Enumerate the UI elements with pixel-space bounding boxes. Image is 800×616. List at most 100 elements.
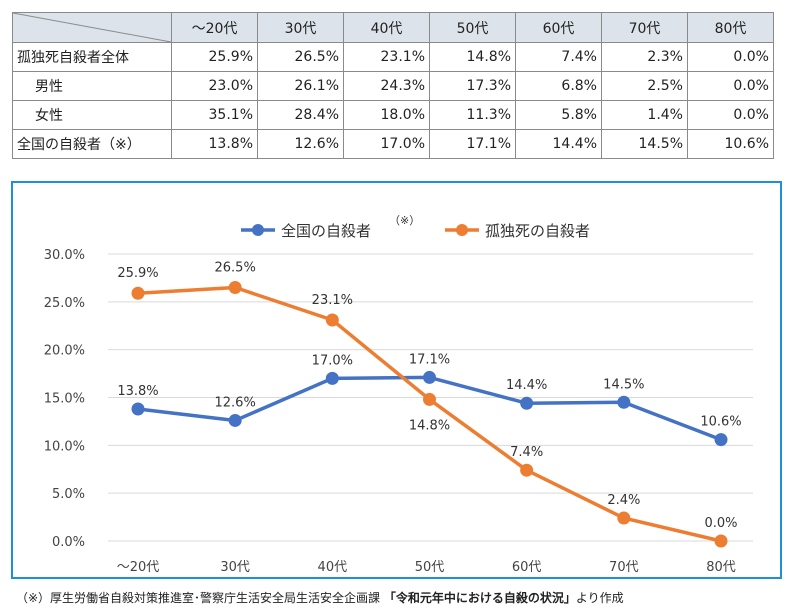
- data-point: [714, 433, 728, 447]
- chart-frame: 0.0% 5.0% 10.0% 15.0% 20.0% 25.0% 30.0% 〜20代 30代…: [11, 181, 782, 579]
- table-cell: 1.4%: [601, 100, 688, 130]
- table-cell: 18.0%: [343, 100, 430, 130]
- col-header: 60代: [515, 12, 602, 43]
- table-cell: 5.8%: [515, 100, 602, 130]
- table-cell: 11.3%: [429, 100, 516, 130]
- x-tick-label: 60代: [512, 560, 542, 575]
- row-label: 孤独死自殺者全体: [12, 42, 172, 72]
- data-label: 14.5%: [603, 377, 644, 392]
- y-tick-label: 25.0%: [44, 296, 85, 311]
- legend-label-lonely-death: 孤独死の自殺者: [485, 222, 590, 240]
- col-header: 30代: [257, 12, 344, 43]
- y-tick-label: 30.0%: [44, 248, 85, 263]
- table-cell: 35.1%: [171, 100, 258, 130]
- data-label: 7.4%: [510, 445, 543, 460]
- legend-label-national: 全国の自殺者: [281, 222, 371, 240]
- row-label: 全国の自殺者（※）: [12, 129, 172, 159]
- legend-note: （※）: [389, 214, 420, 227]
- table-cell: 17.0%: [343, 129, 430, 159]
- data-point: [617, 395, 631, 409]
- data-label: 10.6%: [700, 415, 741, 430]
- data-label: 25.9%: [117, 266, 158, 281]
- x-tick-label: 30代: [220, 560, 250, 575]
- data-point: [520, 396, 534, 410]
- table-cell: 14.4%: [515, 129, 602, 159]
- y-tick-label: 15.0%: [44, 392, 85, 407]
- table-cell: 0.0%: [687, 42, 774, 72]
- corner-diagonal: [13, 13, 171, 42]
- data-label: 0.0%: [704, 516, 737, 531]
- table-row: 全国の自殺者（※） 13.8% 12.6% 17.0% 17.1% 14.4% 14.5% 1…: [12, 129, 774, 159]
- data-label: 12.6%: [215, 395, 256, 410]
- row-label: 女性: [12, 100, 172, 130]
- row-label: 男性: [12, 71, 172, 101]
- col-header: 80代: [687, 12, 774, 43]
- table-cell: 26.1%: [257, 71, 344, 101]
- y-tick-label: 5.0%: [52, 487, 85, 502]
- data-point: [325, 313, 339, 327]
- col-header: 〜20代: [171, 12, 258, 43]
- y-tick-label: 10.0%: [44, 439, 85, 454]
- x-tick-label: 〜20代: [117, 560, 160, 575]
- table-body: 孤独死自殺者全体 25.9% 26.5% 23.1% 14.8% 7.4% 2.3% 0.0%…: [12, 42, 774, 159]
- data-label: 14.8%: [409, 418, 450, 433]
- table-cell: 13.8%: [171, 129, 258, 159]
- table-cell: 14.5%: [601, 129, 688, 159]
- table-cell: 0.0%: [687, 100, 774, 130]
- data-point: [228, 280, 242, 294]
- data-label: 23.1%: [312, 293, 353, 308]
- legend-marker-lonely-death: [456, 224, 468, 236]
- y-tick-label: 20.0%: [44, 344, 85, 359]
- table-cell: 23.0%: [171, 71, 258, 101]
- x-tick-label: 70代: [609, 560, 639, 575]
- data-label: 17.1%: [409, 352, 450, 367]
- x-tick-label: 50代: [415, 560, 445, 575]
- table-cell: 28.4%: [257, 100, 344, 130]
- table-cell: 23.1%: [343, 42, 430, 72]
- table-cell: 17.3%: [429, 71, 516, 101]
- data-point: [714, 534, 728, 548]
- col-header: 70代: [601, 12, 688, 43]
- data-label: 17.0%: [312, 353, 353, 368]
- x-tick-label: 80代: [706, 560, 736, 575]
- table-row: 男性 23.0% 26.1% 24.3% 17.3% 6.8% 2.5% 0.0%: [12, 71, 774, 101]
- table-cell: 26.5%: [257, 42, 344, 72]
- table-row: 女性 35.1% 28.4% 18.0% 11.3% 5.8% 1.4% 0.0%: [12, 100, 774, 130]
- table-cell: 7.4%: [515, 42, 602, 72]
- table-header-row: 〜20代 30代 40代 50代 60代 70代 80代: [12, 12, 774, 43]
- table-cell: 17.1%: [429, 129, 516, 159]
- footnote-report-title: 「令和元年中における自殺の状況」: [383, 591, 576, 605]
- table-row: 孤独死自殺者全体 25.9% 26.5% 23.1% 14.8% 7.4% 2.3% 0.0%: [12, 42, 774, 72]
- table-corner-cell: [12, 12, 172, 43]
- data-point: [228, 413, 242, 427]
- col-header: 50代: [429, 12, 516, 43]
- table-cell: 14.8%: [429, 42, 516, 72]
- footnote-suffix: より作成: [575, 591, 624, 605]
- legend-marker-national: [252, 224, 264, 236]
- footnote: （※）厚生労働省自殺対策推進室･警察庁生活安全局生活安全企画課 「令和元年中にお…: [16, 589, 624, 606]
- x-tick-label: 40代: [318, 560, 348, 575]
- data-point: [617, 511, 631, 525]
- data-point: [131, 402, 145, 416]
- data-label: 2.4%: [607, 493, 640, 508]
- table-cell: 0.0%: [687, 71, 774, 101]
- table-cell: 10.6%: [687, 129, 774, 159]
- table-cell: 24.3%: [343, 71, 430, 101]
- y-tick-label: 0.0%: [52, 535, 85, 550]
- data-point: [520, 463, 534, 477]
- data-point: [423, 392, 436, 406]
- data-table: 〜20代 30代 40代 50代 60代 70代 80代 孤独死自殺者全体 25.…: [12, 12, 774, 159]
- footnote-source: （※）厚生労働省自殺対策推進室･警察庁生活安全局生活安全企画課: [16, 591, 381, 605]
- table-cell: 6.8%: [515, 71, 602, 101]
- data-label: 26.5%: [215, 260, 256, 275]
- data-point: [423, 370, 436, 384]
- table-cell: 12.6%: [257, 129, 344, 159]
- line-chart: 0.0% 5.0% 10.0% 15.0% 20.0% 25.0% 30.0% 〜20代 30代…: [44, 214, 753, 575]
- data-label: 14.4%: [506, 378, 547, 393]
- table-cell: 2.3%: [601, 42, 688, 72]
- data-label: 13.8%: [117, 384, 158, 399]
- data-point: [131, 286, 145, 300]
- data-point: [325, 371, 339, 385]
- col-header: 40代: [343, 12, 430, 43]
- table-cell: 2.5%: [601, 71, 688, 101]
